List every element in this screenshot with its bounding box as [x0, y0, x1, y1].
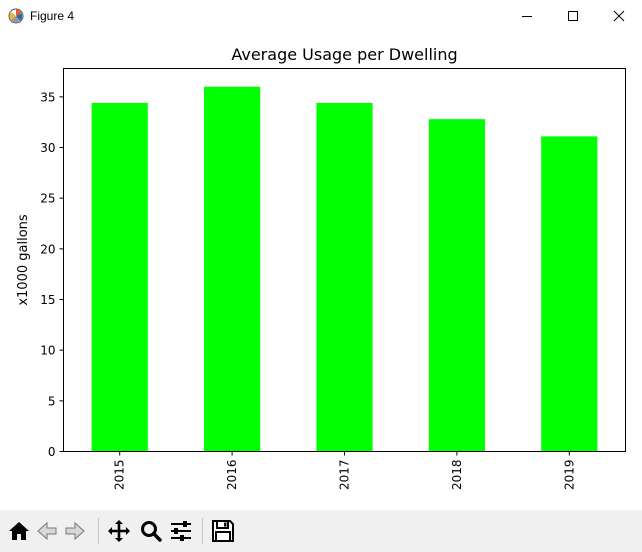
- home-icon: [9, 522, 29, 540]
- maximize-icon: [568, 11, 578, 21]
- x-tick-label: 2019: [562, 460, 576, 491]
- x-tick-label: 2016: [225, 460, 239, 491]
- bar-2015: [91, 102, 148, 452]
- close-button[interactable]: [596, 0, 642, 32]
- pan-icon: [108, 520, 130, 542]
- minimize-icon: [522, 16, 532, 17]
- bar-2018: [428, 119, 485, 452]
- zoom-button[interactable]: [138, 517, 164, 545]
- save-icon: [212, 520, 234, 542]
- bar-2016: [204, 86, 261, 452]
- bar-2017: [316, 102, 373, 452]
- y-tick-label: 10: [40, 344, 55, 358]
- window-title: Figure 4: [30, 9, 75, 23]
- save-button[interactable]: [210, 517, 236, 545]
- bars-group: [91, 86, 598, 452]
- window-titlebar: Figure 4: [0, 0, 642, 32]
- back-button[interactable]: [34, 517, 60, 545]
- axes-frame: [63, 68, 626, 452]
- maximize-button[interactable]: [550, 0, 596, 32]
- y-tick-label: 15: [40, 293, 55, 307]
- chart-title: Average Usage per Dwelling: [231, 45, 457, 64]
- bar-chart: 0 5 10 15 20 25 30 35 2015 2016 2017 2018 2019 Aver…: [16, 45, 626, 491]
- y-tick-label: 30: [40, 141, 55, 155]
- forward-button[interactable]: [62, 517, 88, 545]
- minimize-button[interactable]: [504, 0, 550, 32]
- forward-icon: [65, 521, 85, 541]
- navigation-toolbar: [0, 510, 642, 552]
- close-icon: [613, 10, 625, 22]
- y-tick-label: 25: [40, 192, 55, 206]
- x-axis: 2015 2016 2017 2018 2019: [113, 451, 576, 491]
- x-tick-label: 2018: [450, 460, 464, 491]
- figure-canvas[interactable]: 0 5 10 15 20 25 30 35 2015 2016 2017 2018 2019 Aver…: [0, 32, 642, 510]
- bar-2019: [541, 136, 598, 452]
- y-axis-label: x1000 gallons: [16, 214, 31, 306]
- matplotlib-icon: [8, 8, 24, 24]
- y-axis: 0 5 10 15 20 25 30 35: [40, 90, 64, 459]
- pan-button[interactable]: [106, 517, 132, 545]
- configure-subplots-button[interactable]: [168, 517, 194, 545]
- x-tick-label: 2017: [338, 460, 352, 491]
- home-button[interactable]: [6, 517, 32, 545]
- y-tick-label: 5: [48, 394, 56, 408]
- toolbar-separator: [202, 518, 203, 544]
- y-tick-label: 20: [40, 242, 55, 256]
- x-tick-label: 2015: [113, 460, 127, 491]
- toolbar-separator: [98, 518, 99, 544]
- configure-subplots-icon: [171, 521, 191, 541]
- y-tick-label: 0: [48, 445, 56, 459]
- zoom-icon: [141, 521, 162, 542]
- back-icon: [37, 521, 57, 541]
- y-tick-label: 35: [40, 90, 55, 104]
